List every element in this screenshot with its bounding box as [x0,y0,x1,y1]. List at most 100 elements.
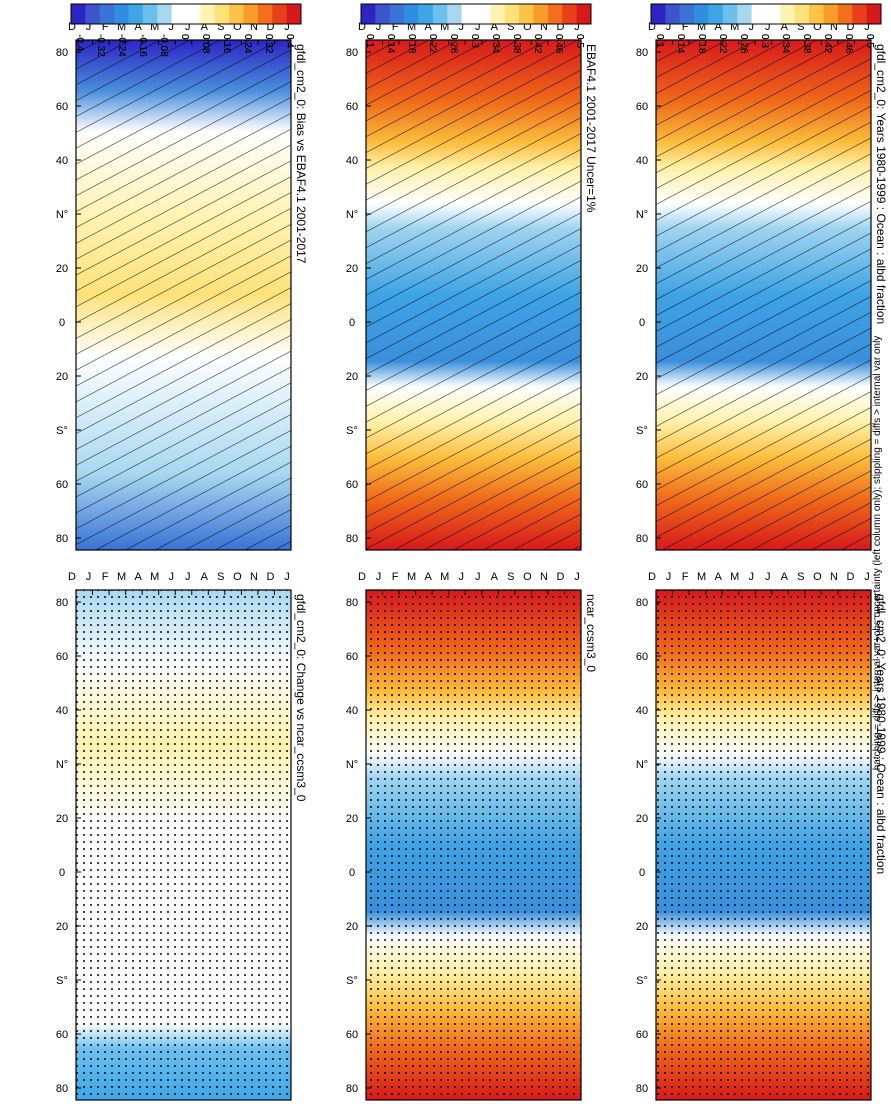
month-tick-label: O [813,571,822,583]
colorbar-label: 0.34 [490,34,501,54]
month-tick-label: M [730,21,739,33]
hatching-overlay [366,40,581,550]
colorbar-swatch [113,4,129,24]
colorbar-label: 0.5 [864,34,875,48]
colorbar-swatch [693,4,709,24]
colorbar-label: 0.18 [406,34,417,54]
month-tick-label: M [697,21,706,33]
colorbar-swatch [489,4,505,24]
colorbar-label: -0.32 [95,34,106,57]
colorbar-label: 0.3 [759,34,770,48]
panel-frame [75,39,292,551]
colorbar-label: 0.42 [532,34,543,54]
colorbar-label: 0.34 [490,34,501,54]
panel-title: gfdl_cm2_0: Years 1980-1999 : Ocean : al… [874,44,888,324]
colorbar-swatch [389,4,405,24]
month-tick-label: J [748,21,754,33]
lat-tick-label: 40 [346,705,358,717]
colorbar-swatch [199,4,215,24]
month-tick-label: A [781,21,789,33]
month-tick-label: F [102,571,109,583]
lat-tick-label: 20 [56,263,68,275]
colorbar-label: 0.1 [364,34,375,48]
colorbar-swatch [650,4,666,24]
month-tick-label: N [540,571,548,583]
month-tick-label: A [134,571,142,583]
colorbar-label: -0.08 [158,34,169,57]
lat-tick-label: 60 [56,1029,68,1041]
rotated-figure-content: gfdl_cm2_0: Years 1980-1999 : Ocean : al… [56,3,888,1101]
colorbar-label: 0.3 [759,34,770,48]
panel-5: gfdl_cm2_0: Change vs ncar_ccsm3_0 80 60 40… [56,571,308,1101]
colorbar-swatch [418,4,433,24]
panel-title: EBAF4.1 2001-2017 Uncer=1% [584,44,598,213]
month-tick-label: A [424,571,432,583]
colorbar-label: 0.46 [843,34,854,54]
colorbar-swatch [664,4,680,24]
lat-tick-label: 60 [636,1029,648,1041]
month-tick-label: S [217,21,224,33]
colorbar: 0.4 0.32 0.24 0.16 0.08 0 -0.08 -0.16 -0.24 -0.32… [70,3,302,57]
colorbar-label: 0.4 [284,34,295,48]
lat-tick-label: 20 [636,263,648,275]
month-tick-label: J [168,21,174,33]
lat-tick-label: 40 [636,705,648,717]
colorbar-label: 0.5 [574,34,585,48]
colorbar-label: 0.38 [801,34,812,54]
month-tick-label: O [233,21,242,33]
colorbar-label: 0.1 [654,34,665,48]
month-tick-label: M [117,21,126,33]
month-tick-label: J [185,571,191,583]
lat-tick-label: 0 [639,867,645,879]
month-tick-label: M [150,571,159,583]
lat-tick-label: 0 [349,317,355,329]
colorbar-swatch [374,4,390,24]
month-tick-label: N [250,21,258,33]
month-tick-label: J [458,571,464,583]
colorbar-label: 0.22 [717,34,728,54]
colorbar-label: 0.34 [780,34,791,54]
lat-tick-label: 80 [56,597,68,609]
month-tick-label: J [475,21,481,33]
lat-tick-label: S° [636,425,648,437]
colorbar-label: 0.46 [843,34,854,54]
month-tick-label: D [846,571,854,583]
colorbar-label: -0.16 [137,34,148,57]
colorbar-swatch [576,4,591,24]
colorbar-swatch [185,4,201,24]
stippling-overlay [656,590,871,1100]
lat-tick-label: S° [346,425,358,437]
colorbar-swatch [243,4,258,24]
month-tick-label: M [440,21,449,33]
footnote-text: hatching = diffs > internal var+obs unce… [872,336,883,771]
lat-tick-label: S° [56,975,68,987]
lat-tick-label: 80 [346,597,358,609]
lat-tick-label: 60 [56,101,68,113]
panel-title: gfdl_cm2_0: Change vs ncar_ccsm3_0 [294,594,308,802]
colorbar-label: 0.24 [242,34,253,54]
lat-tick-label: 80 [56,47,68,59]
lat-tick-label: 60 [346,1029,358,1041]
month-tick-label: J [864,571,870,583]
colorbar-swatch [475,4,491,24]
month-tick-label: J [284,571,290,583]
colorbar-label: 0.42 [822,34,833,54]
panel-title: gfdl_cm2_0: Years 1980-1999 : Ocean : al… [874,594,888,874]
hatching-overlay [656,40,871,550]
month-tick-label: M [150,21,159,33]
colorbar-label: -0.24 [116,34,127,57]
month-tick-label: F [392,21,399,33]
colorbar-swatch [504,4,520,24]
colorbar-label: 0.26 [448,34,459,54]
colorbar-label: -0.08 [158,34,169,57]
lat-tick-label: 80 [636,1083,648,1095]
lat-tick-label: 20 [636,813,648,825]
colorbar-label: 0.42 [822,34,833,54]
colorbar-swatch [257,4,273,24]
colorbar-label: 0 [179,34,190,40]
colorbar-swatch [228,4,244,24]
month-tick-label: D [358,21,366,33]
month-tick-label: J [574,21,580,33]
lat-tick-label: 20 [56,813,68,825]
